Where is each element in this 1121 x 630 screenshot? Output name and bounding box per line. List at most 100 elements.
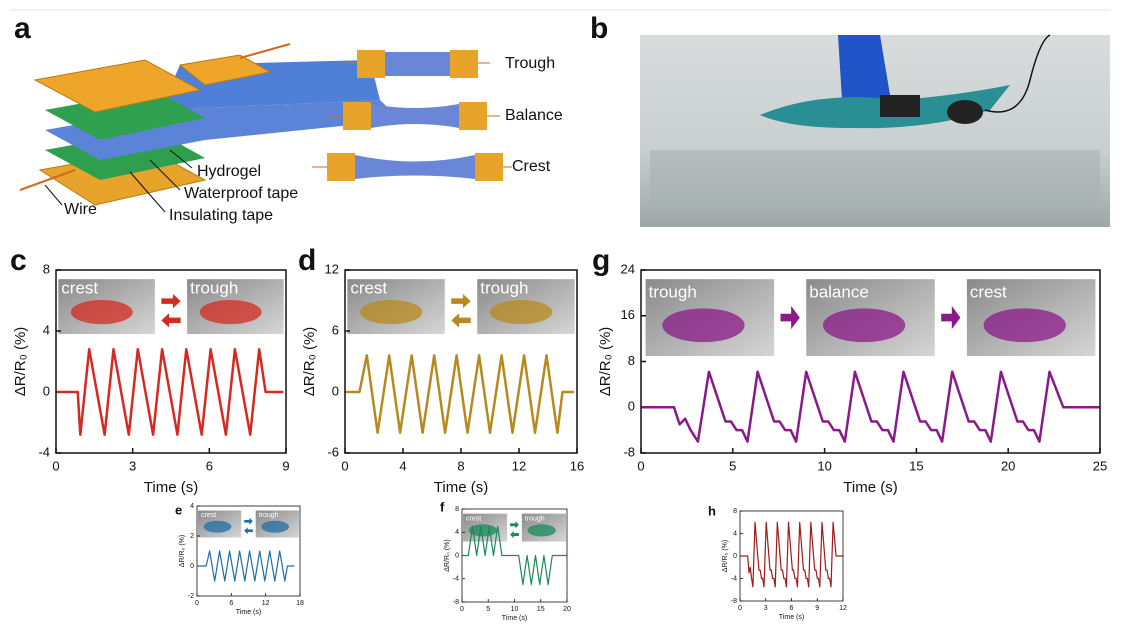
inset-specimen bbox=[983, 308, 1066, 343]
y-tick-label: 4 bbox=[455, 529, 459, 536]
x-tick-label: 9 bbox=[282, 458, 289, 473]
x-tick-label: 6 bbox=[790, 605, 794, 612]
y-axis-label: ΔR/R₀ (%) bbox=[444, 539, 451, 571]
y-axis-label: ΔR/R₀ (%) bbox=[12, 327, 29, 397]
x-tick-label: 0 bbox=[341, 458, 348, 473]
plot-frame bbox=[196, 505, 301, 597]
layer-label: Hydrogel bbox=[197, 163, 261, 180]
inset-specimen bbox=[662, 308, 745, 343]
y-tick-label: -4 bbox=[731, 575, 737, 582]
inset-specimen bbox=[822, 308, 906, 343]
y-tick-label: 4 bbox=[733, 530, 737, 537]
y-tick-label: 6 bbox=[332, 322, 339, 337]
y-axis-label: ΔR/R₀ (%) bbox=[301, 327, 318, 397]
state-label: Balance bbox=[505, 107, 563, 124]
signal-line bbox=[462, 525, 567, 586]
inset-specimen bbox=[359, 300, 423, 325]
y-tick-label: -4 bbox=[38, 444, 50, 459]
y-tick-label: 8 bbox=[43, 261, 50, 276]
arrow bbox=[510, 521, 519, 529]
arrow bbox=[451, 293, 471, 309]
x-tick-label: 6 bbox=[206, 458, 213, 473]
inset-specimen bbox=[70, 300, 133, 325]
x-tick-label: 3 bbox=[129, 458, 136, 473]
inset-specimen bbox=[489, 300, 553, 325]
x-tick-label: 15 bbox=[537, 606, 545, 613]
arrow bbox=[451, 313, 471, 328]
x-axis-label: Time (s) bbox=[843, 479, 897, 496]
y-axis-label: ΔR/R₀ (%) bbox=[179, 535, 186, 567]
x-tick-label: 16 bbox=[570, 458, 584, 473]
y-tick-label: 4 bbox=[190, 503, 194, 510]
x-tick-label: 8 bbox=[457, 458, 464, 473]
x-axis-label: Time (s) bbox=[779, 614, 804, 621]
plot-frame bbox=[739, 510, 844, 602]
inset-label: trough bbox=[525, 516, 545, 523]
plot-frame bbox=[640, 269, 1101, 454]
state-label: Trough bbox=[505, 55, 555, 72]
x-axis-label: Time (s) bbox=[502, 615, 527, 622]
inset-label: trough bbox=[259, 512, 279, 519]
inset-label: crest bbox=[350, 279, 387, 298]
arrow bbox=[780, 306, 800, 330]
y-tick-label: 8 bbox=[733, 508, 737, 515]
arrow bbox=[161, 313, 181, 328]
arrow bbox=[161, 293, 181, 309]
y-tick-label: 0 bbox=[332, 383, 339, 398]
panel-letter: e bbox=[175, 502, 182, 517]
signal-line bbox=[56, 348, 284, 436]
state-label: Crest bbox=[512, 158, 551, 175]
inset-specimen bbox=[203, 520, 232, 533]
plot-frame bbox=[461, 508, 568, 603]
y-tick-label: 8 bbox=[628, 353, 635, 368]
y-axis-label: ΔR/R₀ (%) bbox=[597, 327, 614, 397]
y-tick-label: 16 bbox=[621, 307, 635, 322]
x-tick-label: 4 bbox=[399, 458, 406, 473]
x-axis-label: Time (s) bbox=[434, 479, 488, 496]
inset-label: crest bbox=[201, 512, 216, 519]
shark-photo bbox=[640, 34, 1110, 227]
x-tick-label: 9 bbox=[815, 605, 819, 612]
x-tick-label: 0 bbox=[738, 605, 742, 612]
signal-line bbox=[740, 521, 843, 588]
x-tick-label: 25 bbox=[1093, 458, 1107, 473]
inset-specimen bbox=[527, 524, 556, 537]
x-tick-label: 0 bbox=[460, 606, 464, 613]
arrow bbox=[510, 530, 519, 539]
inset-label: trough bbox=[480, 279, 528, 298]
strain-states bbox=[312, 50, 512, 181]
y-tick-label: 0 bbox=[455, 552, 459, 559]
x-tick-label: 15 bbox=[909, 458, 923, 473]
x-tick-label: 20 bbox=[563, 606, 571, 613]
y-tick-label: -8 bbox=[623, 444, 635, 459]
y-tick-label: -4 bbox=[453, 576, 459, 583]
y-tick-label: 0 bbox=[733, 553, 737, 560]
panel-letter: d bbox=[298, 244, 316, 277]
x-tick-label: 5 bbox=[729, 458, 736, 473]
x-tick-label: 12 bbox=[512, 458, 526, 473]
inset-label: crest bbox=[970, 282, 1007, 301]
layer-label: Wire bbox=[64, 201, 97, 218]
inset-label: trough bbox=[190, 279, 238, 298]
layer-stack bbox=[19, 43, 400, 213]
panel-letter: c bbox=[10, 244, 27, 277]
y-tick-label: -8 bbox=[453, 599, 459, 606]
y-tick-label: 12 bbox=[325, 261, 339, 276]
panel-letter: a bbox=[14, 12, 31, 45]
inset-label: balance bbox=[809, 282, 869, 301]
plot-frame bbox=[55, 269, 287, 454]
signal-line bbox=[197, 550, 295, 582]
layer-label: Insulating tape bbox=[169, 207, 273, 224]
x-tick-label: 0 bbox=[195, 600, 199, 607]
inset-specimen bbox=[199, 300, 262, 325]
y-tick-label: 24 bbox=[621, 261, 635, 276]
x-tick-label: 3 bbox=[764, 605, 768, 612]
x-tick-label: 0 bbox=[637, 458, 644, 473]
x-tick-label: 18 bbox=[296, 600, 304, 607]
y-tick-label: 4 bbox=[43, 322, 50, 337]
y-tick-label: 0 bbox=[43, 383, 50, 398]
panel-letter: f bbox=[440, 499, 445, 514]
panel-letter: h bbox=[708, 503, 716, 518]
inset-label: crest bbox=[61, 279, 98, 298]
